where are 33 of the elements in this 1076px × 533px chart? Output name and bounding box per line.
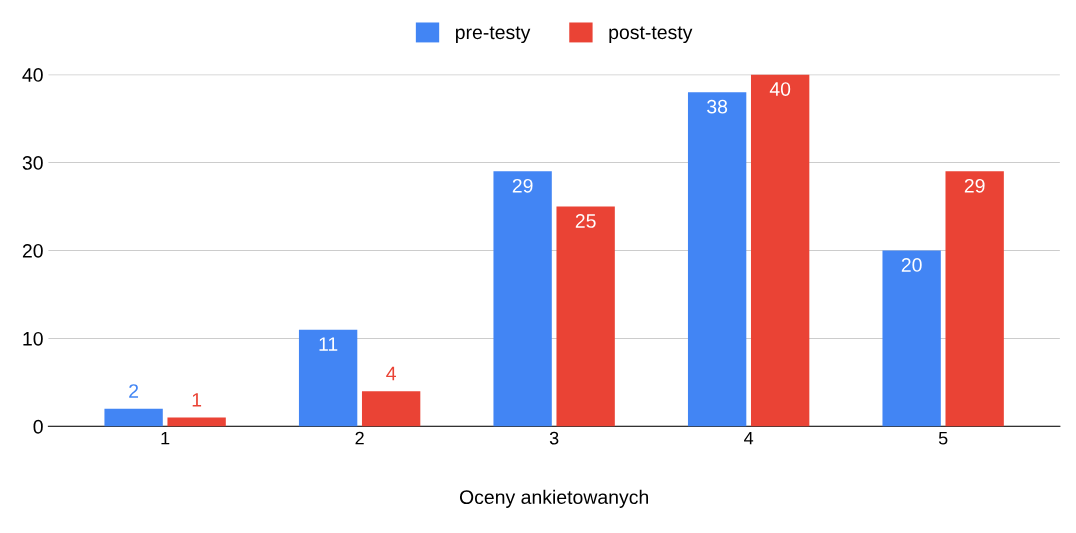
- x-axis-title: Oceny ankietowanych: [459, 489, 648, 508]
- y-tick-label: 30: [22, 156, 43, 170]
- bar: [298, 329, 358, 427]
- data-label: 1: [192, 393, 202, 407]
- bar: [882, 250, 941, 427]
- x-tick-label: 5: [938, 431, 948, 445]
- data-label: 4: [386, 366, 396, 381]
- data-label: 38: [707, 99, 728, 114]
- legend-label: post-testy: [609, 26, 693, 44]
- data-label: 29: [512, 178, 533, 193]
- x-tick-label: 3: [549, 431, 559, 445]
- bar: [750, 74, 810, 427]
- bar: [104, 408, 163, 427]
- legend-label: pre-testy: [455, 26, 531, 44]
- bar: [945, 171, 1004, 427]
- bar: [687, 92, 747, 427]
- y-tick-label: 40: [22, 68, 43, 82]
- y-tick-label: 20: [22, 243, 43, 258]
- x-tick-label: 2: [355, 431, 364, 445]
- data-label: 11: [319, 337, 338, 351]
- data-label: 20: [901, 258, 922, 272]
- bar: [361, 391, 421, 427]
- data-label: 40: [769, 82, 791, 96]
- data-label: 25: [575, 214, 596, 228]
- y-tick-label: 0: [33, 419, 43, 434]
- data-label: 29: [964, 178, 985, 193]
- x-tick-label: 4: [744, 431, 754, 445]
- bar: [493, 171, 552, 427]
- x-tick-label: 1: [161, 431, 170, 445]
- data-label: 2: [129, 384, 139, 398]
- bar: [167, 417, 226, 427]
- bar: [556, 206, 615, 427]
- y-tick-label: 10: [23, 331, 43, 346]
